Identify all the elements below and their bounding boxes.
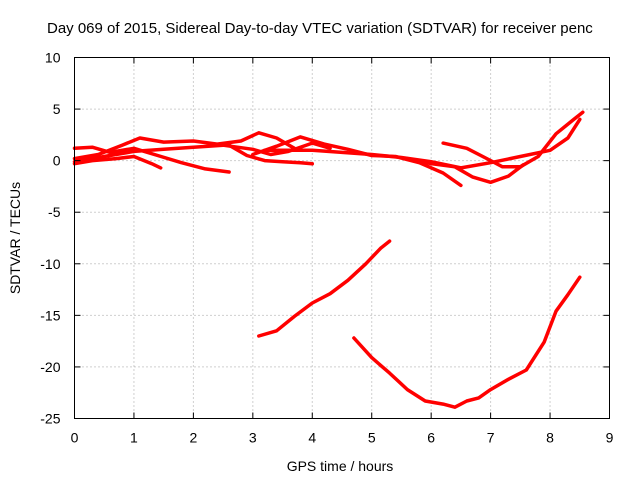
x-tick-label: 5: [368, 430, 376, 446]
y-tick-label: 5: [53, 101, 61, 117]
x-tick-label: 3: [249, 430, 257, 446]
x-tick-label: 9: [606, 430, 614, 446]
y-tick-label: -10: [40, 256, 60, 272]
x-tick-label: 1: [130, 430, 138, 446]
x-axis-label: GPS time / hours: [287, 458, 394, 474]
x-tick-label: 0: [71, 430, 79, 446]
x-ticks: 0 1 2 3 4 5 6 7 8 9: [71, 57, 614, 446]
series-track-11: [352, 275, 582, 409]
y-tick-label: -5: [48, 204, 61, 220]
y-tick-label: -15: [40, 307, 60, 323]
y-ticks: -25 -20 -15 -10 -5 0 5 10: [40, 50, 610, 427]
series-track-7: [262, 117, 582, 170]
series-track-9: [405, 156, 526, 185]
y-tick-label: 10: [45, 50, 61, 66]
x-tick-label: 8: [546, 430, 554, 446]
plot-frame: [74, 57, 610, 419]
y-tick-label: -20: [40, 359, 60, 375]
x-tick-label: 4: [308, 430, 316, 446]
series-track-10: [257, 239, 392, 338]
data-series: [72, 110, 585, 409]
x-tick-label: 7: [487, 430, 495, 446]
x-tick-label: 2: [189, 430, 197, 446]
chart-title: Day 069 of 2015, Sidereal Day-to-day VTE…: [47, 20, 593, 37]
y-axis-label: SDTVAR / TECUs: [7, 182, 23, 294]
grid-lines: [74, 57, 610, 419]
series-track-3: [72, 154, 163, 170]
y-tick-label: -25: [40, 411, 60, 427]
series-track-2: [72, 131, 297, 161]
x-tick-label: 6: [427, 430, 435, 446]
series-track-5: [227, 143, 315, 166]
y-tick-label: 0: [53, 153, 61, 169]
